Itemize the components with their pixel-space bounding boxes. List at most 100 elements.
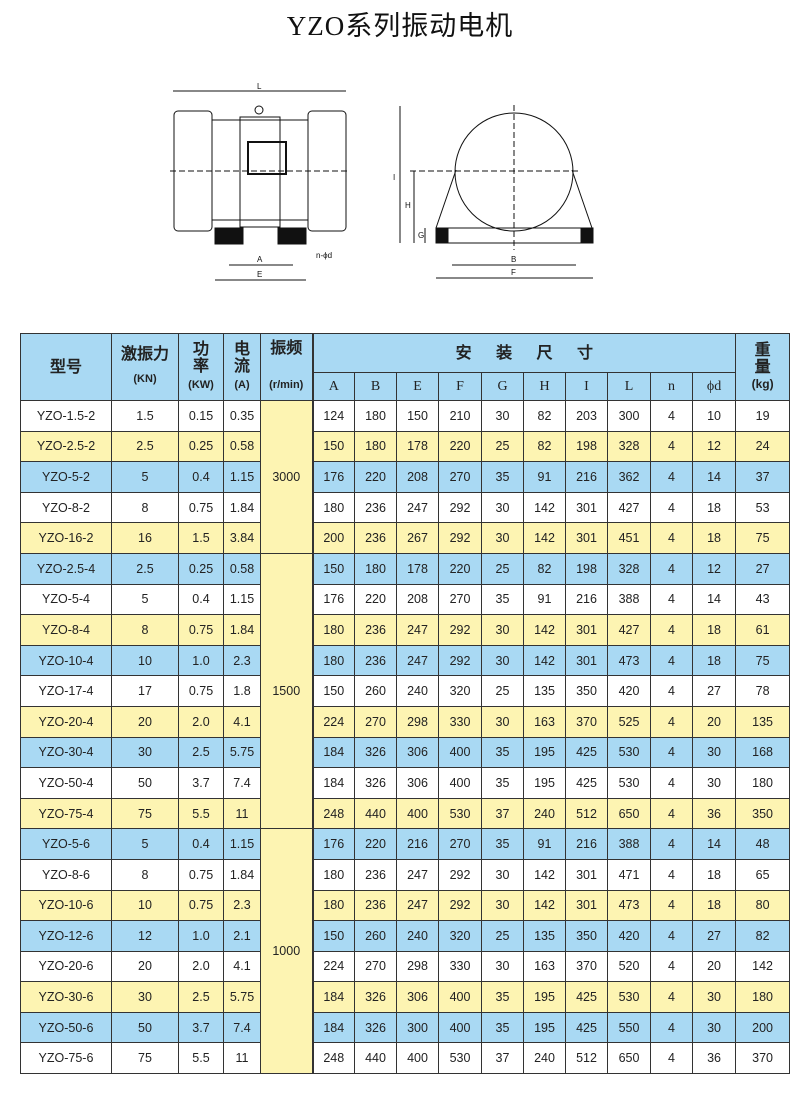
cell-L: 388 [607, 583, 651, 616]
cell-n: 4 [650, 950, 693, 983]
cell-A: 176 [312, 828, 355, 860]
table-row: YZO-75-6 75 5.5 11 248 440 400 530 37 240 512 650 4 3… [20, 1042, 791, 1075]
cell-I: 216 [565, 583, 608, 616]
cell-I: 425 [565, 981, 608, 1013]
cell-H: 142 [523, 614, 566, 646]
cell-power: 0.75 [178, 889, 224, 922]
cell-G: 25 [481, 920, 524, 952]
label-E: E [257, 270, 262, 279]
cell-E: 306 [396, 981, 439, 1013]
cell-model: YZO-50-4 [20, 767, 112, 799]
cell-A: 150 [312, 430, 355, 463]
cell-H: 82 [523, 400, 566, 432]
cell-weight: 65 [735, 858, 791, 891]
cell-I: 203 [565, 400, 608, 432]
table-row: YZO-2.5-4 2.5 0.25 0.58 1500 150 180 178 220 25 82… [20, 552, 791, 830]
cell-force: 30 [111, 736, 179, 769]
cell-I: 512 [565, 797, 608, 830]
cell-phi-d: 20 [691, 705, 737, 738]
table-row: YZO-75-4 75 5.5 11 248 440 400 530 37 240 512 650 4 3… [20, 797, 791, 830]
cell-model: YZO-5-4 [20, 583, 112, 616]
cell-H: 142 [523, 491, 566, 524]
cell-F: 292 [438, 522, 482, 554]
side-view [399, 105, 594, 279]
cell-weight: 37 [735, 461, 791, 493]
header-dim-0: A [312, 372, 355, 401]
cell-power: 2.5 [178, 981, 224, 1013]
cell-L: 451 [607, 522, 651, 554]
cell-E: 306 [396, 736, 439, 769]
cell-B: 326 [354, 767, 397, 799]
cell-phi-d: 18 [691, 522, 737, 554]
cell-G: 25 [481, 675, 524, 707]
header-force-label: 激振力 [120, 346, 169, 363]
cell-L: 300 [607, 400, 651, 432]
cell-B: 440 [354, 1042, 397, 1075]
cell-F: 210 [438, 400, 482, 432]
cell-L: 471 [607, 858, 651, 891]
cell-L: 328 [607, 430, 651, 463]
cell-force: 8 [111, 614, 179, 646]
cell-model: YZO-30-4 [20, 736, 112, 769]
cell-G: 35 [481, 461, 524, 493]
cell-E: 306 [396, 767, 439, 799]
table-row: YZO-2.5-2 2.5 0.25 0.58 150 180 178 220 25 82 198 3… [20, 430, 791, 463]
table-row: YZO-17-4 17 0.75 1.8 150 260 240 320 25 135 350 420… [20, 675, 791, 707]
cell-current: 7.4 [223, 767, 261, 799]
cell-B: 180 [354, 430, 397, 463]
cell-I: 216 [565, 828, 608, 860]
cell-L: 550 [607, 1011, 651, 1044]
cell-phi-d: 30 [691, 1011, 737, 1044]
cell-power: 0.75 [178, 614, 224, 646]
cell-A: 184 [312, 736, 355, 769]
cell-L: 362 [607, 461, 651, 493]
cell-L: 427 [607, 614, 651, 646]
label-A: A [257, 255, 263, 264]
cell-n: 4 [650, 491, 693, 524]
cell-E: 298 [396, 705, 439, 738]
header-dim-9: ϕd [691, 372, 737, 401]
cell-G: 25 [481, 430, 524, 463]
cell-current: 2.1 [223, 920, 261, 952]
cell-n: 4 [650, 736, 693, 769]
header-current: 电流 (A) [223, 333, 261, 401]
cell-H: 142 [523, 858, 566, 891]
cell-power: 3.7 [178, 1011, 224, 1044]
cell-B: 270 [354, 950, 397, 983]
cell-force: 75 [111, 797, 179, 830]
cell-n: 4 [650, 797, 693, 830]
cell-power: 0.75 [178, 675, 224, 707]
cell-E: 216 [396, 828, 439, 860]
cell-F: 220 [438, 552, 482, 585]
cell-power: 2.5 [178, 736, 224, 769]
cell-B: 220 [354, 828, 397, 860]
cell-A: 180 [312, 889, 355, 922]
cell-I: 512 [565, 1042, 608, 1075]
label-B: B [511, 255, 516, 264]
cell-A: 150 [312, 552, 355, 585]
cell-E: 240 [396, 675, 439, 707]
cell-weight: 180 [735, 767, 791, 799]
cell-A: 180 [312, 858, 355, 891]
cell-phi-d: 14 [691, 828, 737, 860]
cell-G: 30 [481, 858, 524, 891]
table-row: YZO-50-6 50 3.7 7.4 184 326 300 400 35 195 425 550 4… [20, 1011, 791, 1044]
cell-phi-d: 18 [691, 858, 737, 891]
cell-model: YZO-5-6 [20, 828, 112, 860]
cell-weight: 370 [735, 1042, 791, 1075]
cell-weight: 180 [735, 981, 791, 1013]
cell-A: 184 [312, 981, 355, 1013]
label-G: G [418, 231, 424, 240]
cell-phi-d: 36 [691, 797, 737, 830]
cell-force: 50 [111, 767, 179, 799]
cell-A: 150 [312, 675, 355, 707]
cell-L: 525 [607, 705, 651, 738]
cell-E: 208 [396, 461, 439, 493]
cell-E: 298 [396, 950, 439, 983]
cell-I: 370 [565, 705, 608, 738]
cell-model: YZO-2.5-4 [20, 552, 112, 585]
cell-force: 10 [111, 889, 179, 922]
cell-phi-d: 30 [691, 736, 737, 769]
cell-G: 30 [481, 522, 524, 554]
label-n-phi-d: n-ϕd [316, 251, 332, 260]
